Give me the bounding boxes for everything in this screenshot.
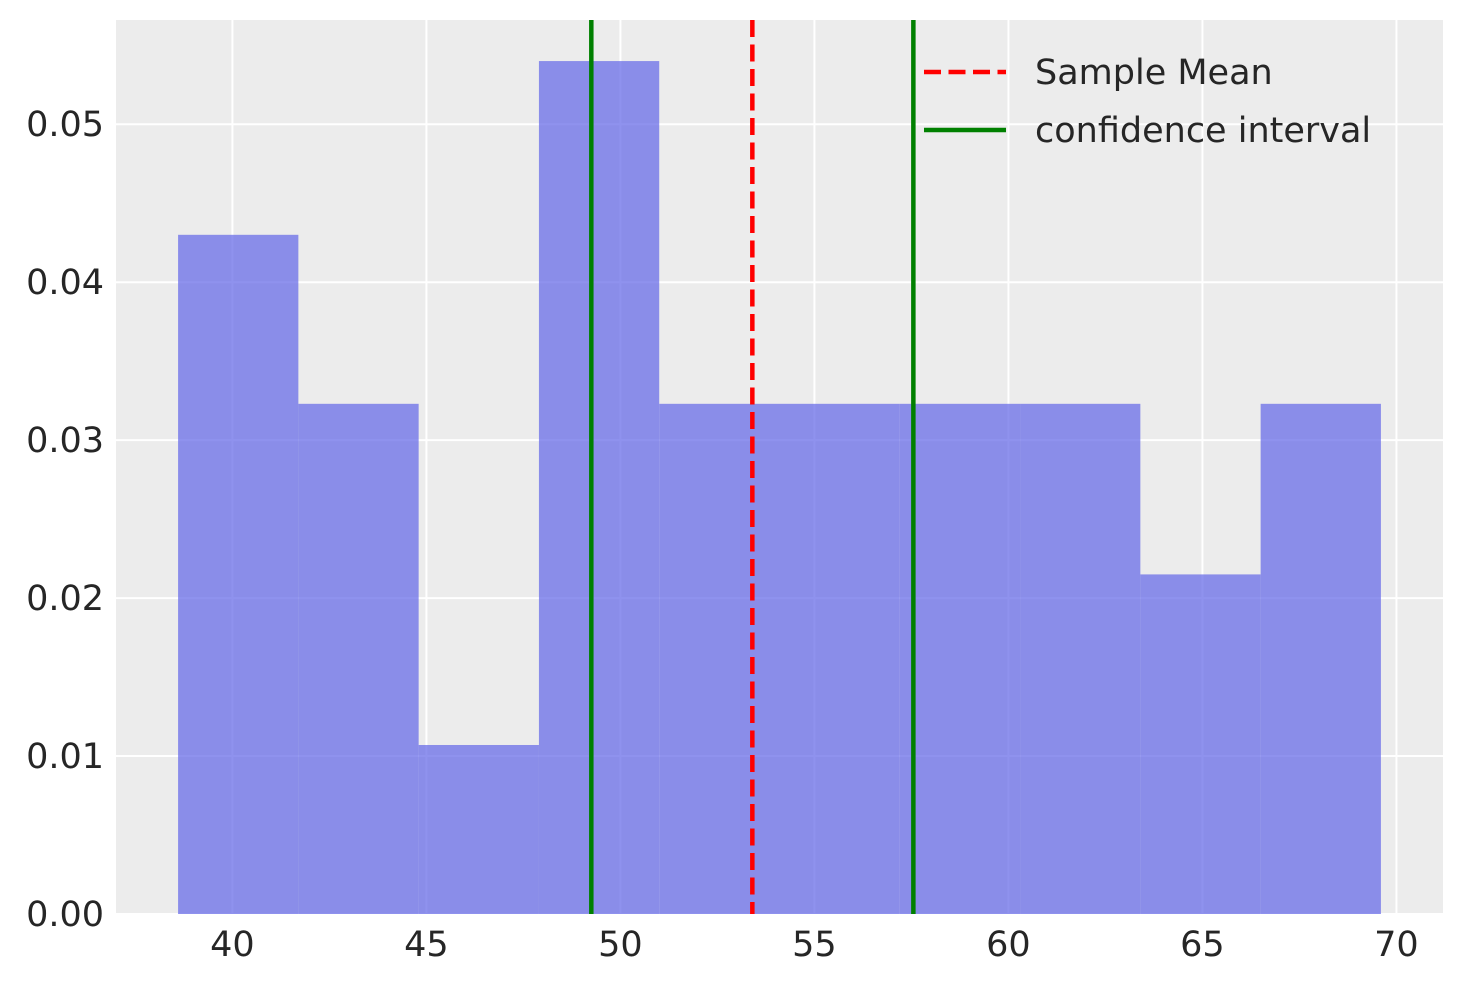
histogram-bar <box>538 61 660 914</box>
x-axis-ticks: 40 45 50 55 60 65 70 <box>210 925 1419 965</box>
x-tick-label: 60 <box>986 925 1031 965</box>
y-axis-ticks: 0.00 0.01 0.02 0.03 0.04 0.05 <box>26 105 104 935</box>
legend: Sample Mean confidence interval <box>924 53 1371 151</box>
x-tick-label: 55 <box>792 925 837 965</box>
histogram-bar <box>1260 403 1381 914</box>
histogram-bars <box>178 61 1381 914</box>
histogram-bar <box>178 234 299 914</box>
y-tick-label: 0.02 <box>26 579 104 619</box>
y-tick-label: 0.04 <box>26 263 104 303</box>
histogram-bar <box>659 403 780 914</box>
x-tick-label: 45 <box>404 925 449 965</box>
legend-label: Sample Mean <box>1035 53 1273 93</box>
y-tick-label: 0.05 <box>26 105 104 145</box>
x-tick-label: 40 <box>210 925 255 965</box>
x-tick-label: 70 <box>1374 925 1419 965</box>
x-tick-label: 50 <box>598 925 643 965</box>
histogram-bar <box>1020 403 1141 914</box>
y-tick-label: 0.00 <box>26 895 104 935</box>
y-tick-label: 0.03 <box>26 421 104 461</box>
histogram-bar <box>298 403 419 914</box>
legend-label: confidence interval <box>1035 111 1371 151</box>
x-tick-label: 65 <box>1180 925 1225 965</box>
histogram-bar <box>418 744 539 914</box>
y-tick-label: 0.01 <box>26 737 104 777</box>
reference-lines <box>589 20 916 914</box>
histogram-bar <box>899 403 1021 914</box>
histogram-bar <box>779 403 900 914</box>
histogram-bar <box>1140 574 1261 914</box>
